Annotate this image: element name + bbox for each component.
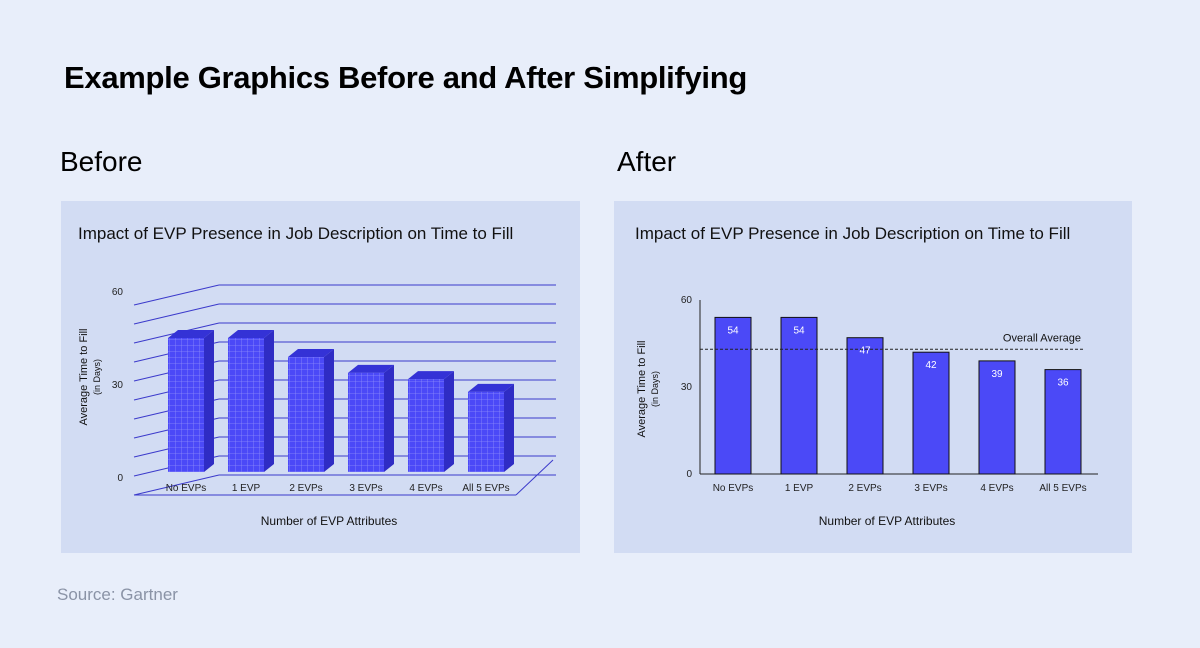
bar-side bbox=[264, 330, 274, 472]
x-tick-label: 3 EVPs bbox=[349, 483, 382, 494]
x-tick-label: 2 EVPs bbox=[848, 483, 881, 494]
gridline-diagonal bbox=[133, 303, 220, 325]
bar-front bbox=[228, 338, 264, 472]
y-axis-label-line2: (in Days) bbox=[650, 371, 660, 407]
bar-front bbox=[408, 379, 444, 472]
y-axis-label-line1: Average Time to Fill bbox=[78, 328, 90, 425]
page-title: Example Graphics Before and After Simpli… bbox=[64, 60, 748, 95]
bar-top bbox=[348, 364, 394, 373]
bar-4 bbox=[912, 351, 950, 475]
x-tick-label: 4 EVPs bbox=[409, 483, 442, 494]
y-tick-label: 60 bbox=[681, 295, 693, 306]
y-tick-label: 0 bbox=[686, 469, 692, 480]
bar-top bbox=[228, 330, 274, 338]
bar-4 bbox=[348, 364, 394, 472]
y-axis-label-line2: (in Days) bbox=[92, 359, 102, 395]
x-tick-label: 1 EVP bbox=[232, 483, 261, 494]
y-axis-label-line1: Average Time to Fill bbox=[636, 340, 648, 437]
bar-6 bbox=[468, 383, 514, 472]
overall-average-label: Overall Average bbox=[1003, 332, 1081, 344]
bar-5 bbox=[978, 360, 1016, 475]
bar-side bbox=[504, 383, 514, 472]
bar-side bbox=[204, 330, 214, 472]
gridline-diagonal bbox=[133, 474, 220, 496]
bar-front bbox=[288, 357, 324, 472]
x-tick-label: 3 EVPs bbox=[914, 483, 947, 494]
bar-front bbox=[168, 338, 204, 472]
x-tick-label: 4 EVPs bbox=[980, 483, 1013, 494]
bar-front bbox=[348, 372, 384, 472]
data-label: 39 bbox=[991, 369, 1003, 380]
after-chart-panel: Impact of EVP Presence in Job Descriptio… bbox=[614, 201, 1132, 553]
gridline-diagonal bbox=[133, 284, 220, 306]
x-tick-label: No EVPs bbox=[166, 483, 207, 494]
data-label: 47 bbox=[859, 346, 871, 357]
before-chart-panel: Impact of EVP Presence in Job Descriptio… bbox=[61, 201, 580, 553]
x-tick-label: 2 EVPs bbox=[289, 483, 322, 494]
bar-1 bbox=[714, 316, 752, 475]
y-tick-label: 30 bbox=[112, 380, 124, 391]
x-tick-label: All 5 EVPs bbox=[462, 483, 509, 494]
bar-3 bbox=[846, 337, 884, 475]
bar-2 bbox=[228, 330, 274, 472]
bar-5 bbox=[408, 371, 454, 472]
before-chart: 0 30 60 No EVPs 1 EVP 2 EVPs 3 EVPs 4 EVPs All 5… bbox=[78, 284, 556, 528]
source-note: Source: Gartner bbox=[57, 585, 178, 604]
y-axis-label: Average Time to Fill (in Days) bbox=[636, 340, 660, 437]
x-tick-label: No EVPs bbox=[713, 483, 754, 494]
bar-side bbox=[384, 364, 394, 472]
bar-top bbox=[168, 330, 214, 338]
bar-3 bbox=[288, 349, 334, 472]
bar-top bbox=[408, 371, 454, 380]
after-chart: 0 30 60 54 No EVPs 54 1 EVP 47 2 EVPs 42 3 EVPs 39 4… bbox=[636, 295, 1098, 528]
bar-6 bbox=[1044, 369, 1082, 475]
before-chart-title: Impact of EVP Presence in Job Descriptio… bbox=[78, 224, 514, 243]
data-label: 54 bbox=[727, 325, 739, 336]
x-axis-label: Number of EVP Attributes bbox=[261, 514, 398, 528]
after-label: After bbox=[617, 146, 677, 177]
floor-right-edge bbox=[515, 459, 554, 496]
after-chart-title: Impact of EVP Presence in Job Descriptio… bbox=[635, 224, 1071, 243]
y-axis-label: Average Time to Fill (in Days) bbox=[78, 328, 102, 425]
data-label: 36 bbox=[1057, 378, 1069, 389]
data-label: 54 bbox=[793, 325, 805, 336]
bar-side bbox=[324, 349, 334, 472]
y-tick-label: 0 bbox=[117, 473, 123, 484]
x-tick-label: All 5 EVPs bbox=[1039, 483, 1086, 494]
x-axis-label: Number of EVP Attributes bbox=[819, 514, 956, 528]
before-label: Before bbox=[60, 146, 143, 177]
x-tick-label: 1 EVP bbox=[785, 483, 814, 494]
bar-top bbox=[468, 383, 514, 392]
data-label: 42 bbox=[925, 360, 937, 371]
bar-top bbox=[288, 349, 334, 357]
y-tick-label: 60 bbox=[112, 287, 124, 298]
bar-1 bbox=[168, 330, 214, 472]
bar-2 bbox=[780, 316, 818, 475]
y-tick-label: 30 bbox=[681, 382, 693, 393]
bar-front bbox=[468, 391, 504, 472]
bar-side bbox=[444, 371, 454, 472]
